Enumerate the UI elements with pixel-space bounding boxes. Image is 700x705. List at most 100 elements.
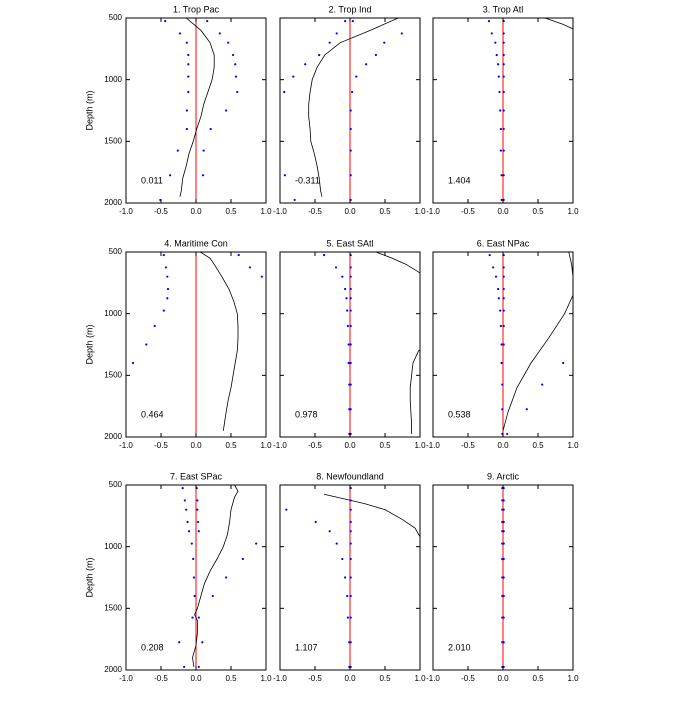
- x-tick-label: 1.0: [567, 674, 579, 683]
- plot-area: [487, 18, 573, 203]
- x-tick-label: -0.5: [154, 674, 168, 683]
- profile-dot: [490, 32, 493, 35]
- x-tick-label: 1.0: [414, 207, 426, 216]
- profile-line: [544, 18, 573, 30]
- profile-dot: [502, 594, 505, 598]
- y-tick-label: 2000: [104, 198, 122, 207]
- profile-dot: [347, 361, 350, 365]
- profile-dot: [197, 616, 200, 619]
- plot-area: [488, 252, 573, 437]
- panel-title: 8. Newfoundland: [316, 471, 384, 481]
- panel-title: 1. Trop Pac: [173, 4, 220, 14]
- profile-dot: [255, 542, 258, 545]
- profile-dot: [201, 174, 205, 177]
- profile-dot: [499, 324, 502, 328]
- profile-dot: [218, 32, 221, 35]
- x-tick-label: 1.0: [414, 674, 426, 683]
- profile-dot: [349, 361, 352, 365]
- profile-dot: [501, 408, 504, 411]
- profile-dot: [349, 149, 352, 152]
- profile-dot: [349, 641, 352, 644]
- profile-dot: [328, 530, 331, 533]
- profile-dot: [349, 408, 352, 411]
- profile-dot: [183, 499, 186, 502]
- x-tick-label: -1.0: [119, 674, 133, 683]
- profile-dot: [293, 198, 296, 202]
- profile-dot: [345, 297, 348, 300]
- profile-dot: [178, 641, 181, 644]
- profile-dot: [500, 361, 503, 365]
- profile-dot: [487, 19, 491, 23]
- profile-dot: [349, 309, 352, 312]
- profile-dot: [181, 486, 184, 490]
- profile-dot: [166, 275, 169, 278]
- profile-dot: [145, 343, 148, 346]
- profile-dot: [260, 275, 263, 278]
- profile-dot: [234, 63, 237, 66]
- profile-dot: [344, 19, 347, 23]
- profile-dot: [190, 542, 193, 545]
- panel-title: 6. East NPac: [477, 238, 530, 248]
- profile-dot: [349, 594, 352, 598]
- x-tick-label: -1.0: [119, 441, 133, 450]
- profile-dot: [241, 557, 244, 561]
- profile-dot: [502, 557, 505, 561]
- x-tick-label: 0.5: [379, 674, 391, 683]
- y-tick-label: 500: [109, 480, 123, 489]
- x-tick-label: -0.5: [308, 674, 322, 683]
- profile-dot: [502, 499, 505, 502]
- profile-dot: [176, 149, 179, 152]
- profile-dot: [502, 309, 505, 312]
- profile-dot: [498, 90, 501, 94]
- profile-dot: [502, 324, 505, 328]
- profile-dot: [349, 383, 352, 386]
- profile-dot: [349, 508, 352, 511]
- profile-dot: [349, 174, 352, 177]
- profile-dot: [349, 542, 352, 545]
- y-tick-label: 1500: [104, 603, 122, 612]
- profile-dot: [162, 253, 165, 257]
- profile-dot: [349, 287, 352, 291]
- profile-dot: [497, 75, 500, 78]
- profile-dot: [341, 275, 344, 278]
- profile-dot: [197, 520, 200, 524]
- profile-dot: [502, 41, 505, 44]
- annotation: 1.107: [295, 642, 318, 652]
- profile-dot: [191, 616, 194, 619]
- annotation: 0.978: [295, 409, 318, 419]
- profile-dot: [502, 90, 505, 94]
- profile-line: [308, 18, 399, 197]
- profile-dot: [186, 520, 189, 524]
- profile-dot: [502, 53, 505, 57]
- x-tick-label: 0.0: [497, 441, 509, 450]
- plot-area: [501, 485, 505, 670]
- plot-area: [178, 485, 258, 670]
- x-tick-label: 0.0: [497, 207, 509, 216]
- annotation: 2.010: [448, 642, 471, 652]
- profile-dot: [494, 275, 498, 278]
- profile-dot: [562, 361, 565, 365]
- profile-dot: [502, 343, 505, 346]
- y-axis-label: Depth (m): [84, 90, 94, 130]
- x-tick-label: 0.0: [344, 674, 356, 683]
- profile-dot: [506, 432, 509, 436]
- profile-dot: [335, 542, 338, 545]
- profile-dot: [341, 557, 344, 561]
- profile-dot: [499, 127, 502, 131]
- annotation: 0.464: [141, 409, 164, 419]
- x-tick-label: -0.5: [461, 441, 475, 450]
- x-tick-label: 0.5: [225, 207, 237, 216]
- profile-dot: [499, 109, 502, 112]
- profile-dot: [349, 127, 352, 131]
- x-tick-label: 1.0: [414, 441, 426, 450]
- profile-dot: [234, 75, 237, 78]
- profile-dot: [497, 287, 500, 291]
- x-tick-label: 0.0: [190, 207, 202, 216]
- profile-dot: [166, 297, 169, 300]
- profile-dot: [334, 266, 338, 269]
- plot-area: [159, 18, 239, 203]
- annotation: 0.538: [448, 409, 471, 419]
- profile-dot: [225, 576, 228, 579]
- profile-dot: [374, 53, 377, 57]
- profile-dot: [192, 557, 195, 561]
